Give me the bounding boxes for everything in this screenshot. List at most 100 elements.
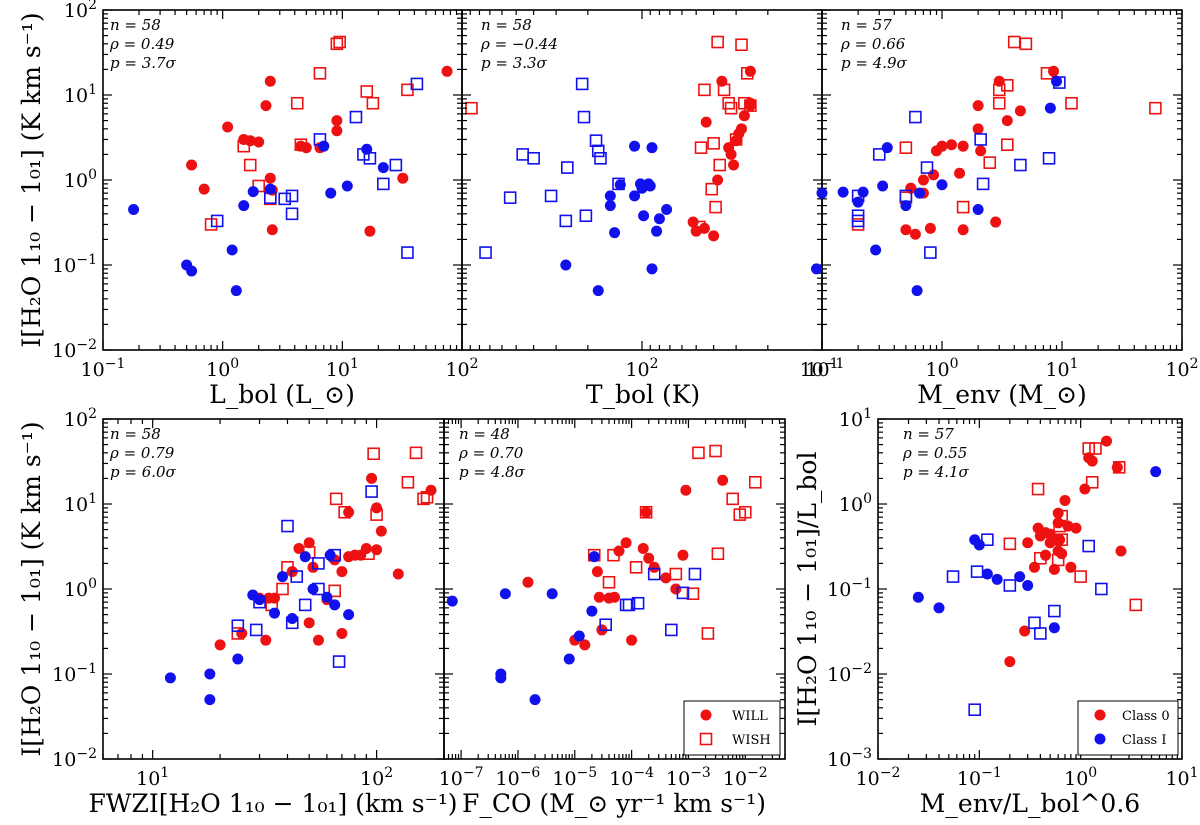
data-point-blue-filled xyxy=(232,653,244,665)
data-point-red-open xyxy=(709,444,722,458)
data-point-blue-open xyxy=(544,189,558,203)
x-tick-label: 101 xyxy=(805,356,838,381)
data-point-red-open xyxy=(401,476,415,489)
data-point-red-open xyxy=(290,96,304,110)
data-point-red-open xyxy=(744,99,757,112)
data-point-blue-filled xyxy=(837,186,849,198)
x-axis-label: M_env/L_bol^0.6 xyxy=(920,789,1140,818)
y-tick-label: 10−1 xyxy=(52,252,97,277)
legend-box xyxy=(1077,700,1179,756)
data-point-red-filled xyxy=(198,183,210,195)
legend-marker-red xyxy=(1094,709,1106,721)
data-point-red-open xyxy=(1040,67,1054,80)
data-point-blue-filled xyxy=(592,285,604,297)
data-point-red-open xyxy=(1034,551,1047,565)
data-point-blue-open xyxy=(577,110,591,124)
legend-label-class1: Class I xyxy=(1122,733,1166,748)
data-point-red-filled xyxy=(244,135,256,147)
data-point-red-filled xyxy=(1086,455,1098,467)
data-point-blue-open xyxy=(263,191,277,204)
legend-marker-filled xyxy=(700,709,712,721)
data-point-red-filled xyxy=(371,544,383,556)
data-point-red-open xyxy=(1065,96,1078,110)
data-point-blue-filled xyxy=(546,588,558,600)
data-point-red-filled xyxy=(336,627,348,639)
stat-p: p = 6.0σ xyxy=(110,463,177,481)
data-point-red-filled xyxy=(700,116,712,128)
data-point-red-filled xyxy=(725,148,737,160)
data-point-blue-filled xyxy=(446,595,458,607)
data-point-red-open xyxy=(686,587,700,601)
y-axis-label: I[H₂O 1₁₀ − 1₀₁] (K km s⁻¹) xyxy=(17,12,46,347)
data-point-blue-open xyxy=(946,570,960,583)
data-point-red-filled xyxy=(677,549,689,561)
data-point-blue-open xyxy=(210,214,224,228)
data-point-red-open xyxy=(1129,598,1143,612)
data-point-blue-open xyxy=(591,144,605,158)
data-point-blue-open xyxy=(401,246,414,259)
data-point-blue-filled xyxy=(972,203,984,215)
data-point-red-filled xyxy=(253,136,265,148)
x-tick-label: 100 xyxy=(206,356,239,381)
data-point-blue-filled xyxy=(900,200,912,212)
data-point-blue-filled xyxy=(204,668,216,680)
data-point-red-open xyxy=(237,139,251,153)
data-point-red-filled xyxy=(441,65,453,77)
data-point-red-filled xyxy=(371,502,383,514)
data-point-blue-open xyxy=(851,209,865,223)
data-point-blue-open xyxy=(619,598,633,612)
stat-n: n = 58 xyxy=(481,16,532,34)
x-axis-label: F_CO (M_⊙ yr⁻¹ km s⁻¹) xyxy=(462,789,766,818)
data-point-red-open xyxy=(694,141,708,154)
data-point-red-filled xyxy=(728,159,740,171)
stat-p: p = 4.9σ xyxy=(841,54,908,72)
data-point-blue-open xyxy=(676,586,690,600)
x-tick-label: 10−2 xyxy=(856,765,901,790)
data-point-blue-open xyxy=(1053,76,1066,89)
stat-p: p = 4.8σ xyxy=(459,463,526,481)
y-tick-label: 101 xyxy=(64,491,97,516)
data-point-red-filled xyxy=(264,172,276,184)
data-point-blue-filled xyxy=(981,568,993,580)
data-point-red-open xyxy=(367,447,380,461)
data-point-blue-filled xyxy=(324,549,336,561)
data-point-blue-open xyxy=(589,134,603,147)
data-point-red-filled xyxy=(643,552,655,564)
data-point-blue-filled xyxy=(661,203,673,215)
data-point-red-open xyxy=(1019,37,1033,51)
data-point-red-filled xyxy=(303,537,315,549)
stat-n: n = 58 xyxy=(110,425,161,443)
data-point-red-open xyxy=(705,182,718,196)
data-point-red-open xyxy=(711,35,724,49)
data-point-blue-filled xyxy=(609,227,621,239)
stat-rho: ρ = 0.55 xyxy=(902,444,967,462)
marks-p3 xyxy=(811,35,1162,297)
data-point-blue-open xyxy=(349,110,363,124)
data-point-red-filled xyxy=(1059,494,1071,506)
y-tick-label: 10−2 xyxy=(52,746,97,771)
data-point-blue-filled xyxy=(936,179,948,191)
data-point-red-open xyxy=(1082,442,1095,455)
data-point-red-open xyxy=(276,582,289,596)
x-tick-label: 10−5 xyxy=(552,765,597,790)
data-point-red-filled xyxy=(609,591,620,603)
data-point-blue-open xyxy=(281,519,294,533)
data-point-red-filled xyxy=(593,591,605,603)
data-point-red-filled xyxy=(366,472,378,484)
panel-menv: 10−1 100 101 102 n = 57 ρ = 0.66 p = 4.9σ M… xyxy=(800,9,1199,409)
x-tick-label: 10−6 xyxy=(496,765,541,790)
data-point-red-filled xyxy=(522,576,534,588)
data-point-red-open xyxy=(726,492,739,506)
data-point-red-open xyxy=(607,548,620,562)
x-tick-label: 100 xyxy=(925,356,958,381)
data-point-blue-open xyxy=(328,548,342,562)
data-point-blue-open xyxy=(503,191,517,204)
stat-rho: ρ = 0.70 xyxy=(458,444,524,462)
data-point-blue-filled xyxy=(529,694,541,706)
y-tick-label: 100 xyxy=(64,576,97,601)
data-point-red-open xyxy=(693,220,706,234)
data-point-red-filled xyxy=(236,627,248,639)
x-tick-label: 101 xyxy=(1165,765,1198,790)
legend-label-class0: Class 0 xyxy=(1122,709,1170,724)
x-tick-label: 10−4 xyxy=(609,765,654,790)
